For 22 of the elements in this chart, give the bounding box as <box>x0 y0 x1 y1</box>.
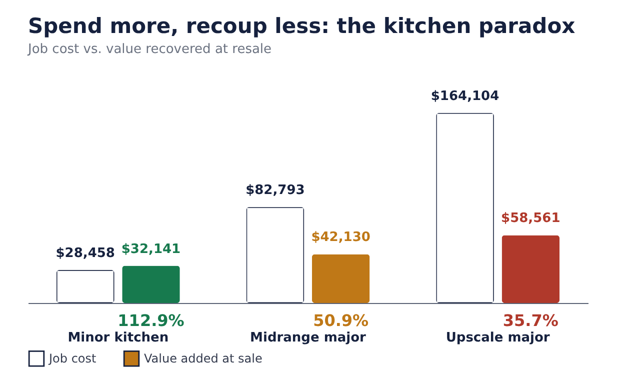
chart-title: Spend more, recoup less: the kitchen paradox <box>28 14 576 38</box>
data-label: $32,141 <box>121 242 181 257</box>
text: 35.7% <box>502 311 558 330</box>
legend-label: Value added at sale <box>144 352 262 366</box>
bar <box>56 270 114 303</box>
data-label: $42,130 <box>311 230 370 246</box>
x-tick-label: Upscale major <box>446 330 550 346</box>
data-label: $58,561 <box>501 211 560 226</box>
bar <box>312 254 370 303</box>
bar <box>246 207 304 303</box>
bar <box>436 113 494 303</box>
data-label: $82,793 <box>246 183 305 198</box>
text: 50.9% <box>313 311 369 330</box>
data-label: $164,104 <box>430 89 500 104</box>
legend-label: Job cost <box>48 352 97 366</box>
data-label: $28,458 <box>56 246 115 262</box>
x-tick-label: Minor kitchen <box>68 330 169 346</box>
x-tick-label: Midrange major <box>250 330 367 346</box>
bar <box>122 266 180 303</box>
text: 112.9% <box>118 311 184 330</box>
chart-subtitle: Job cost vs. value recovered at resale <box>27 42 272 57</box>
bar <box>502 235 560 303</box>
